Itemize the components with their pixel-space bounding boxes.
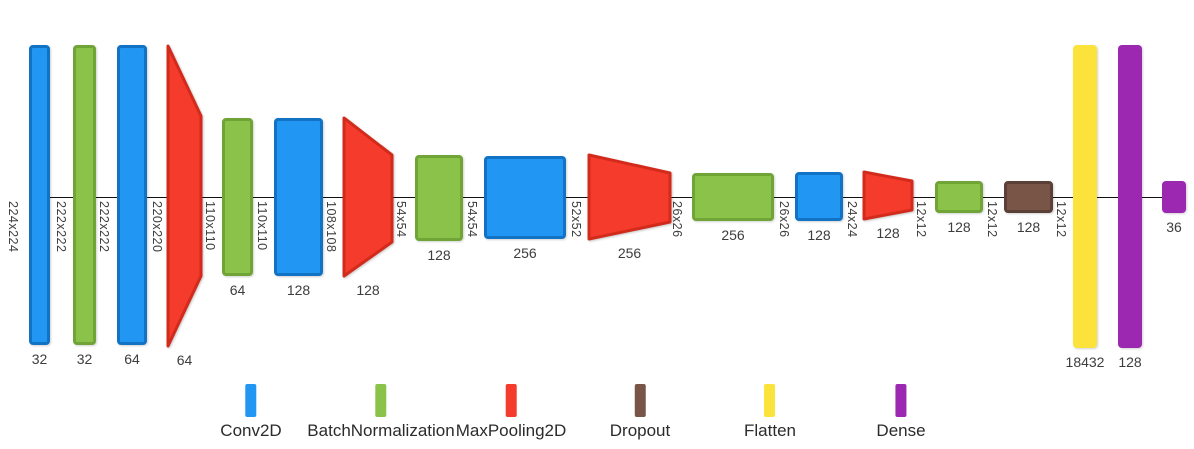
legend-label-flatten: Flatten bbox=[744, 421, 796, 440]
feature-map-dim-label-9: 52x52 bbox=[569, 201, 583, 238]
layer-13-batchnormalization-shape bbox=[935, 181, 983, 213]
layer-5-units-label: 128 bbox=[286, 282, 311, 298]
layer-7-units-label: 128 bbox=[427, 247, 451, 263]
feature-map-dim-label-13: 12x12 bbox=[914, 201, 928, 238]
legend-item-flatten: Flatten bbox=[744, 384, 796, 441]
feature-map-dim-label-2: 222x222 bbox=[97, 201, 111, 253]
layer-10-batchnormalization-shape bbox=[692, 173, 774, 221]
layer-14-dropout-shape bbox=[1004, 181, 1053, 213]
layer-9-maxpooling2d-shape bbox=[587, 153, 672, 241]
legend-swatch-maxpooling2d bbox=[505, 384, 517, 417]
legend-label-batchnormalization: BatchNormalization bbox=[307, 421, 455, 440]
layer-2-conv2d-shape bbox=[117, 45, 147, 345]
legend-swatch-flatten bbox=[764, 384, 776, 417]
layer-17-dense-shape bbox=[1162, 181, 1186, 213]
feature-map-dim-label-4: 110x110 bbox=[203, 201, 217, 251]
layer-11-conv2d-shape bbox=[795, 172, 843, 221]
layer-15-flatten-shape bbox=[1073, 45, 1097, 348]
layer-10-units-label: 256 bbox=[721, 227, 745, 243]
feature-map-dim-label-14: 12x12 bbox=[985, 201, 999, 238]
legend-swatch-batchnormalization bbox=[375, 384, 387, 417]
layer-16-units-label: 128 bbox=[1118, 354, 1142, 370]
layer-5-conv2d-shape bbox=[274, 118, 323, 276]
layer-8-conv2d-shape bbox=[484, 156, 566, 239]
feature-map-dim-label-1: 222x222 bbox=[54, 201, 68, 253]
legend-swatch-dense bbox=[895, 384, 907, 417]
legend-item-conv2d: Conv2D bbox=[220, 384, 282, 441]
layer-17-units-label: 36 bbox=[1166, 219, 1182, 235]
layer-9-units-label: 256 bbox=[617, 245, 642, 261]
feature-map-dim-label-7: 54x54 bbox=[394, 201, 408, 238]
layer-14-units-label: 128 bbox=[1016, 219, 1041, 235]
layer-11-units-label: 128 bbox=[807, 227, 831, 243]
layer-8-units-label: 256 bbox=[513, 245, 537, 261]
layer-12-units-label: 128 bbox=[876, 225, 900, 241]
layer-16-dense-shape bbox=[1118, 45, 1142, 348]
layer-3-maxpooling2d-shape bbox=[166, 44, 203, 348]
layer-0-units-label: 32 bbox=[31, 351, 48, 367]
layer-4-batchnormalization-shape bbox=[222, 118, 253, 276]
legend-item-maxpooling2d: MaxPooling2D bbox=[455, 384, 567, 441]
layer-12-maxpooling2d-shape bbox=[862, 170, 914, 221]
layer-6-maxpooling2d-shape bbox=[342, 116, 394, 278]
layer-4-units-label: 64 bbox=[229, 282, 246, 298]
legend-item-dense: Dense bbox=[876, 384, 926, 441]
feature-map-dim-label-12: 24x24 bbox=[845, 201, 859, 238]
layer-0-conv2d-shape bbox=[29, 45, 50, 345]
feature-map-dim-label-5: 110x110 bbox=[255, 201, 269, 251]
feature-map-dim-label-10: 26x26 bbox=[670, 201, 684, 238]
layer-6-units-label: 128 bbox=[356, 282, 380, 298]
feature-map-dim-label-0: 224x224 bbox=[6, 201, 20, 253]
feature-map-dim-label-11: 26x26 bbox=[777, 201, 791, 238]
feature-map-dim-label-15: 12x12 bbox=[1054, 201, 1068, 238]
legend-label-dropout: Dropout bbox=[609, 421, 671, 440]
legend-item-batchnormalization: BatchNormalization bbox=[307, 384, 455, 441]
feature-map-dim-label-3: 220x220 bbox=[150, 201, 164, 253]
layer-7-batchnormalization-shape bbox=[415, 155, 463, 241]
layer-3-units-label: 64 bbox=[176, 352, 193, 368]
layer-1-batchnormalization-shape bbox=[73, 45, 96, 345]
legend-swatch-dropout bbox=[634, 384, 646, 417]
feature-map-dim-label-6: 108x108 bbox=[324, 201, 338, 253]
layer-15-units-label: 18432 bbox=[1065, 354, 1105, 370]
layer-2-units-label: 64 bbox=[124, 351, 140, 367]
feature-map-dim-label-8: 54x54 bbox=[465, 201, 479, 238]
legend-swatch-conv2d bbox=[245, 384, 257, 417]
legend-label-conv2d: Conv2D bbox=[220, 421, 282, 440]
layer-13-units-label: 128 bbox=[947, 219, 971, 235]
legend-label-dense: Dense bbox=[876, 421, 926, 440]
legend-label-maxpooling2d: MaxPooling2D bbox=[455, 421, 567, 440]
legend-item-dropout: Dropout bbox=[610, 384, 670, 441]
layer-1-units-label: 32 bbox=[76, 351, 93, 367]
